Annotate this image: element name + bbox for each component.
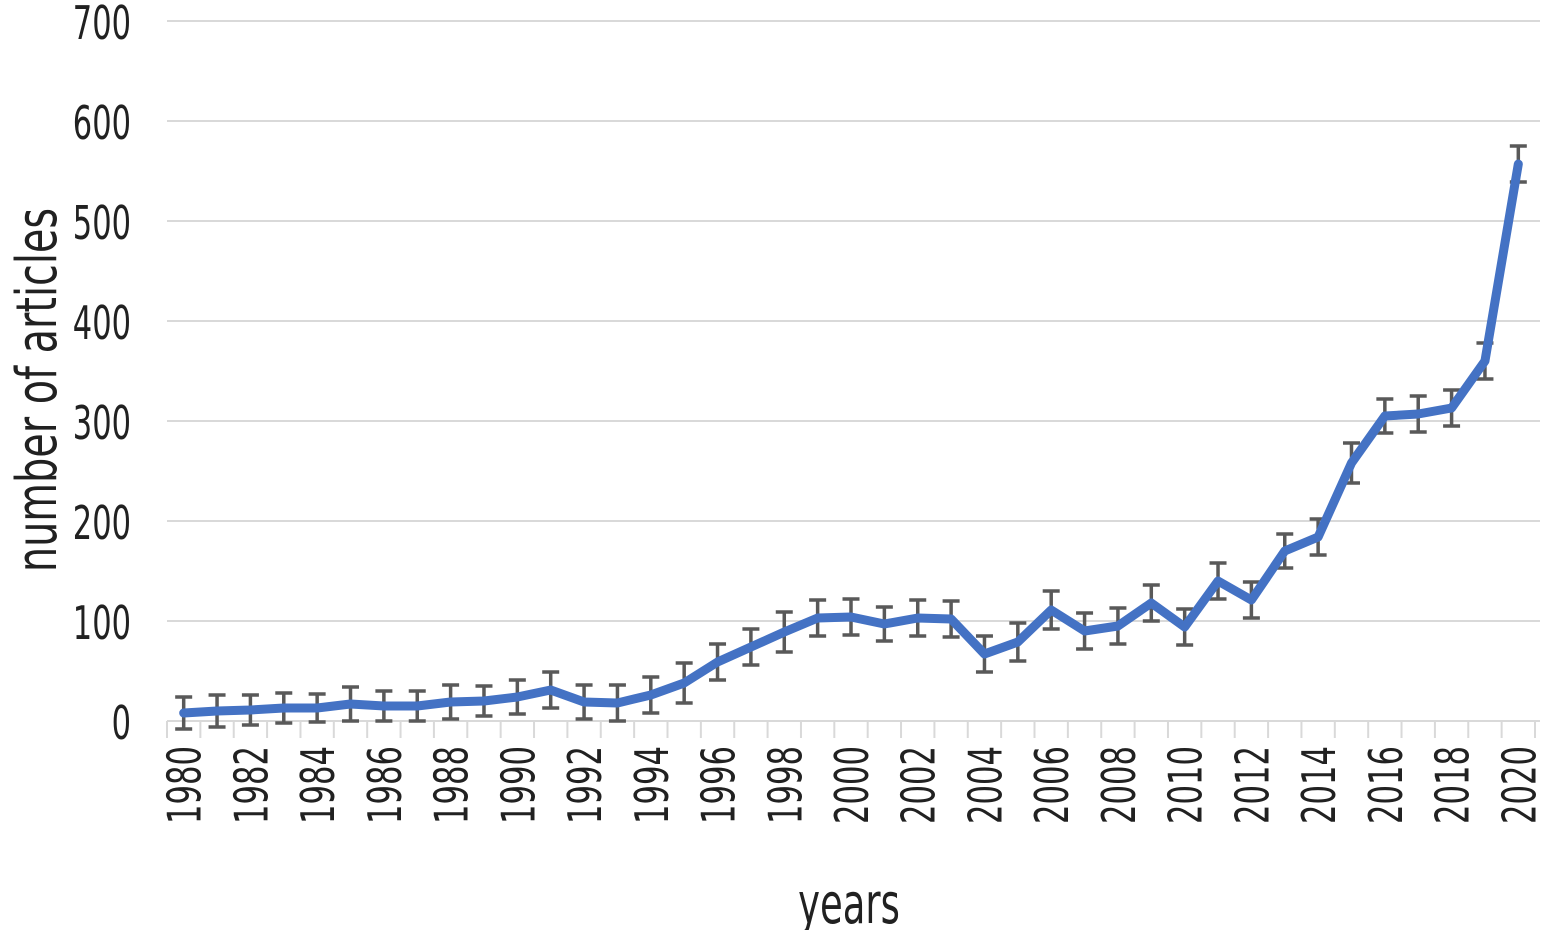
x-tick-label: 1990 <box>491 746 545 824</box>
x-tick-label: 1982 <box>224 746 278 824</box>
x-tick-label: 2014 <box>1292 746 1346 824</box>
x-tick-label: 2016 <box>1359 746 1413 824</box>
x-tick-label: 2004 <box>958 746 1012 824</box>
x-axis-title: years <box>798 872 900 930</box>
x-tick-label: 1994 <box>625 746 679 824</box>
y-tick-label: 200 <box>73 496 131 550</box>
x-tick-label: 2018 <box>1426 746 1480 824</box>
x-tick-label: 1980 <box>158 746 212 824</box>
x-tick-label: 2008 <box>1092 746 1146 824</box>
x-axis-ticks <box>166 721 1536 738</box>
x-tick-label: 1992 <box>558 746 612 824</box>
y-tick-label: 700 <box>73 0 131 50</box>
x-tick-label: 1996 <box>692 746 746 824</box>
x-tick-label: 2020 <box>1492 746 1542 824</box>
y-tick-label: 0 <box>112 696 131 750</box>
data-line-number-of-articles <box>179 159 1523 718</box>
y-tick-label: 300 <box>73 396 131 450</box>
x-tick-label: 2006 <box>1025 746 1079 824</box>
x-tick-label: 2000 <box>825 746 879 824</box>
y-tick-label: 600 <box>73 96 131 150</box>
x-tick-label: 1986 <box>358 746 412 824</box>
x-tick-label: 2012 <box>1225 746 1279 824</box>
y-axis-title: number of articles <box>5 207 70 573</box>
x-tick-label: 2002 <box>892 746 946 824</box>
y-tick-label: 400 <box>73 296 131 350</box>
y-tick-label: 500 <box>73 196 131 250</box>
x-tick-label: 1998 <box>758 746 812 824</box>
y-tick-label: 100 <box>73 596 131 650</box>
x-tick-label: 2010 <box>1159 746 1213 824</box>
x-tick-label: 1984 <box>291 746 345 824</box>
gridlines <box>167 20 1540 722</box>
x-axis-labels: 1980 1982 1984 1986 1988 1990 1992 1994 1996 1998… <box>158 746 1542 824</box>
y-axis-labels: 0 100 200 300 400 500 600 700 <box>73 0 131 750</box>
error-bars <box>175 144 1527 731</box>
x-tick-label: 1988 <box>425 746 479 824</box>
